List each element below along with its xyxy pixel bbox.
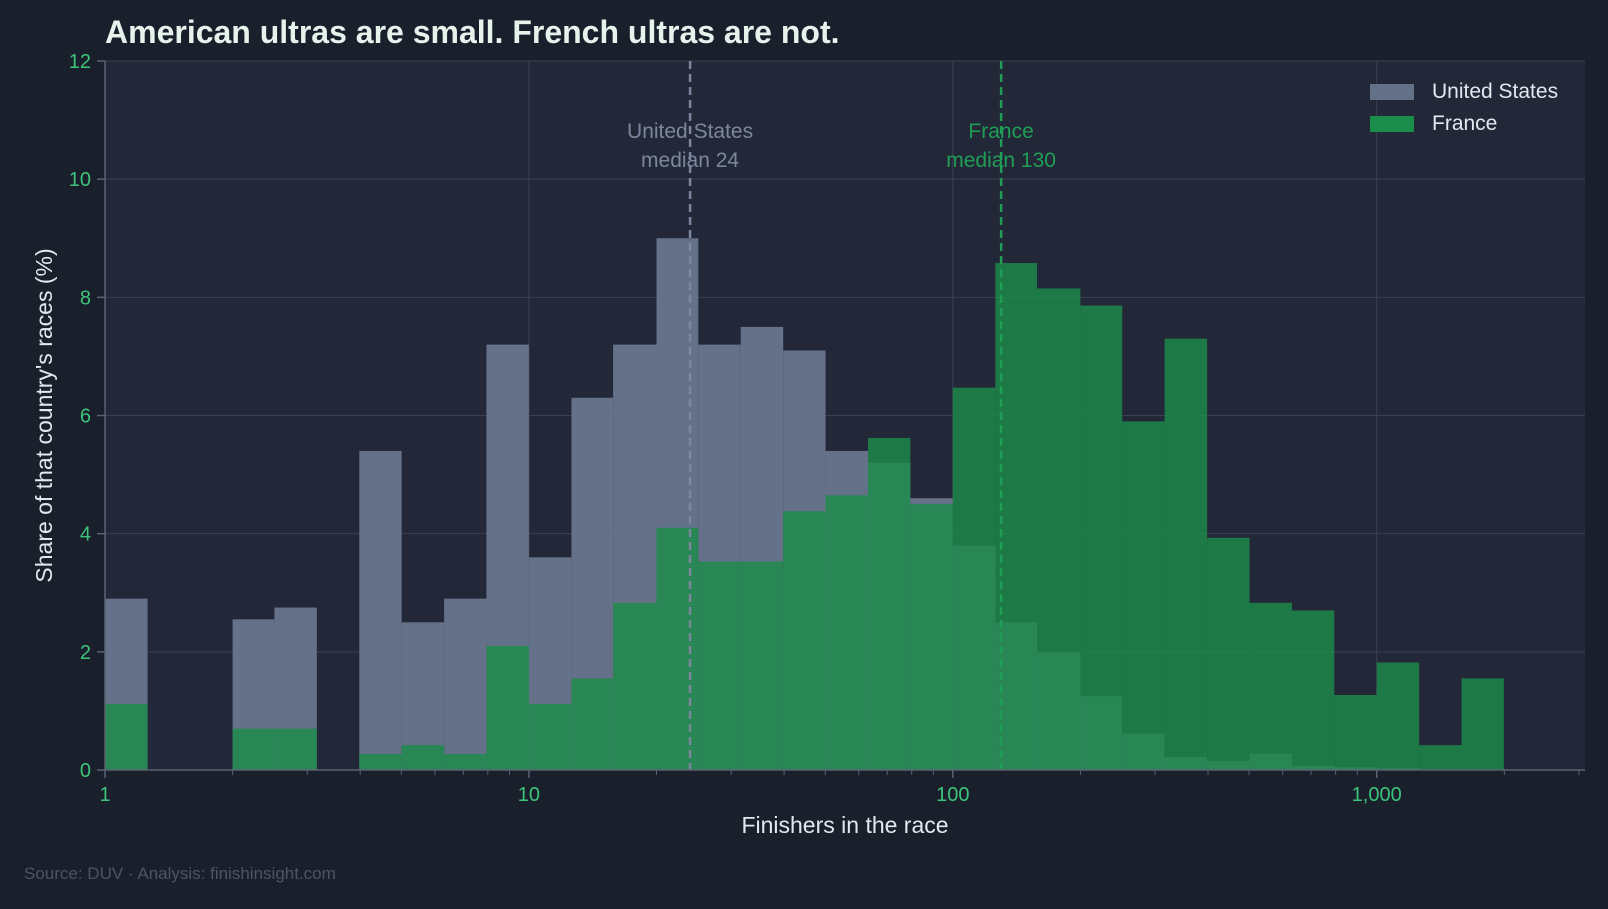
source-note: Source: DUV · Analysis: finishinsight.co…: [24, 864, 336, 883]
legend-label-france: France: [1432, 112, 1498, 135]
france-bar: [1376, 662, 1420, 770]
france-bar: [1164, 338, 1208, 770]
france-bar: [1291, 610, 1335, 770]
us-bar: [444, 598, 487, 770]
y-tick-label: 12: [69, 51, 91, 73]
y-axis-label: Share of that country's races (%): [31, 248, 57, 582]
france-bar: [232, 728, 275, 770]
median-label-1-line1: France: [968, 120, 1033, 143]
france-bar: [613, 602, 657, 770]
france-bar: [486, 645, 529, 770]
x-tick-label: 100: [936, 784, 969, 806]
france-bar: [1419, 745, 1462, 770]
france-bar: [1080, 305, 1123, 770]
france-bar: [1334, 694, 1377, 770]
france-bar: [571, 678, 614, 770]
median-label-0-line1: United States: [627, 120, 753, 143]
y-tick-label: 6: [80, 406, 91, 428]
france-bar: [698, 561, 741, 770]
france-bar: [1207, 537, 1250, 770]
france-bar: [274, 728, 317, 770]
legend-item-us: United States: [1370, 76, 1558, 108]
y-tick-label: 4: [80, 524, 91, 546]
france-bar: [783, 511, 826, 770]
france-bar: [952, 387, 996, 770]
france-bar: [105, 703, 148, 770]
y-tick-label: 8: [80, 287, 91, 309]
legend-item-france: France: [1370, 108, 1558, 140]
x-axis-label: Finishers in the race: [741, 812, 948, 838]
y-tick-label: 0: [80, 760, 91, 782]
france-bar: [528, 703, 572, 770]
france-bar: [910, 504, 953, 770]
x-tick-label: 1: [99, 784, 110, 806]
france-bar: [1249, 602, 1292, 770]
x-tick-label: 1,000: [1352, 784, 1402, 806]
legend-label-us: United States: [1432, 80, 1559, 103]
france-bar: [444, 754, 487, 770]
legend-swatch-france: [1370, 116, 1414, 132]
france-bar: [401, 745, 445, 770]
us-bar: [359, 450, 402, 770]
france-bars: [105, 263, 1504, 770]
france-bar: [868, 437, 911, 770]
france-bar: [1037, 288, 1081, 770]
france-bar: [359, 754, 402, 770]
axes: 0 2 4 6 8 10 12 1 10 100 1,000: [69, 51, 1585, 806]
median-label-0-line2: median 24: [641, 149, 739, 172]
france-bar: [656, 527, 699, 770]
axis-labels: Finishers in the race Share of that count…: [31, 248, 949, 838]
y-tick-label: 2: [80, 642, 91, 664]
legend-swatch-us: [1370, 84, 1414, 100]
france-bar: [1122, 421, 1165, 770]
y-tick-label: 10: [69, 169, 91, 191]
chart-title: American ultras are small. French ultras…: [105, 14, 840, 50]
median-lines: United States median 24 France median 130: [627, 61, 1056, 770]
x-tick-label: 10: [518, 784, 540, 806]
median-label-1-line2: median 130: [946, 149, 1056, 172]
france-bar: [825, 495, 869, 770]
france-bar: [740, 561, 784, 770]
legend: United States France: [1370, 76, 1558, 140]
france-bar: [1461, 678, 1504, 770]
